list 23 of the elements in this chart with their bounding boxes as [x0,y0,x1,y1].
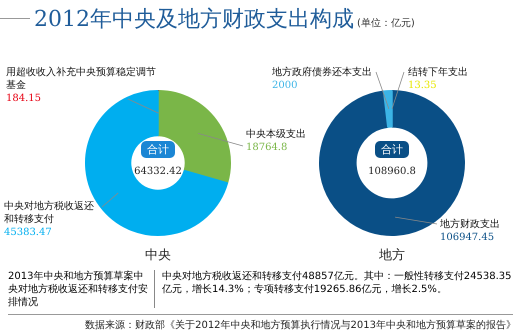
slice-label: 结转下年支出 [408,67,468,78]
data-label: 106947.45 [440,232,494,243]
text: 中央 [144,247,172,264]
data-label: 13.35 [408,80,437,91]
slice-label: 地方政府债券还本支出 [272,67,372,78]
text: 64332.42 [133,166,183,177]
text: 合计 [141,141,175,158]
slice-label: 中央对地方税收返还和转移支付 [4,201,94,225]
data-label: 18764.8 [246,142,288,153]
text: 108960.8 [367,166,417,177]
text: 合计 [375,141,409,158]
text: 2013年中央和地方预算草案中央对地方税收返还和转移支付安排情况 [8,270,148,309]
source-note: 数据来源：财政部《关于2012年中央和地方预算执行情况与2013年中央和地方预算草案的报告》 [84,318,516,332]
data-label: 184.15 [6,93,41,104]
text: (单位：亿元) [357,18,415,29]
text: 地方 [378,247,406,264]
text: 中央对地方税收返还和转移支付48857亿元。其中：一般性转移支付24538.35亿元，增长14.3%；专项转移支付19265.86亿元，增长2.5%。 [162,270,512,296]
data-label: 45383.47 [4,227,52,238]
slice-label: 中央本级支出 [246,129,306,140]
slice-label: 地方财政支出 [440,219,500,230]
data-label: 2000 [272,80,298,91]
slice-label: 用超收收入补充中央预算稳定调节基金 [6,67,156,91]
text: 2012年中央及地方财政支出构成 [34,7,354,32]
